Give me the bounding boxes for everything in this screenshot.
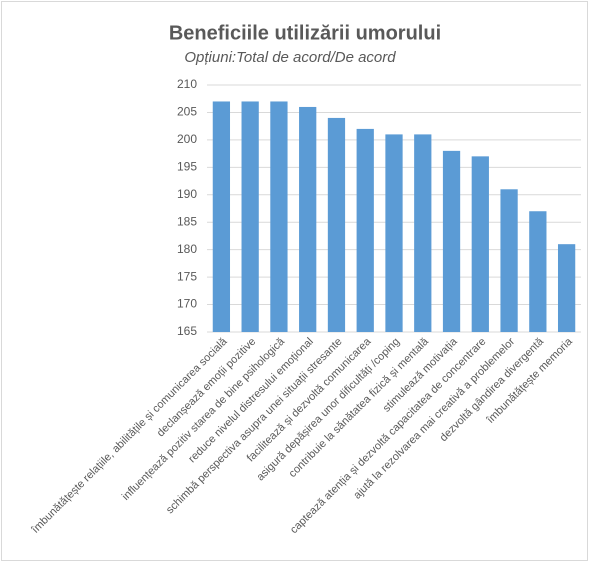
y-tick-label: 165 — [177, 324, 197, 338]
y-tick-label: 185 — [177, 214, 197, 228]
y-tick-label: 205 — [177, 105, 197, 119]
bar — [500, 189, 518, 332]
bar — [327, 117, 346, 332]
y-tick-label: 200 — [177, 132, 197, 146]
bar — [442, 150, 461, 332]
bar — [529, 211, 547, 332]
bar — [270, 101, 288, 332]
bar — [471, 156, 489, 332]
y-tick-label: 195 — [177, 160, 197, 174]
bar — [212, 101, 231, 332]
chart-title: Beneficiile utilizării umorului — [169, 22, 441, 44]
y-tick-label: 180 — [177, 242, 197, 256]
bar — [356, 128, 374, 332]
chart-subtitle: Opțiuni:Total de acord/De acord — [184, 49, 396, 66]
y-tick-label: 190 — [177, 187, 197, 201]
bar — [241, 101, 259, 332]
y-tick-label: 175 — [177, 269, 197, 283]
y-tick-label: 210 — [177, 77, 197, 91]
bar — [414, 134, 432, 332]
y-tick-label: 170 — [177, 297, 197, 311]
bar — [557, 244, 576, 332]
bar — [385, 134, 403, 332]
bar — [299, 106, 317, 332]
